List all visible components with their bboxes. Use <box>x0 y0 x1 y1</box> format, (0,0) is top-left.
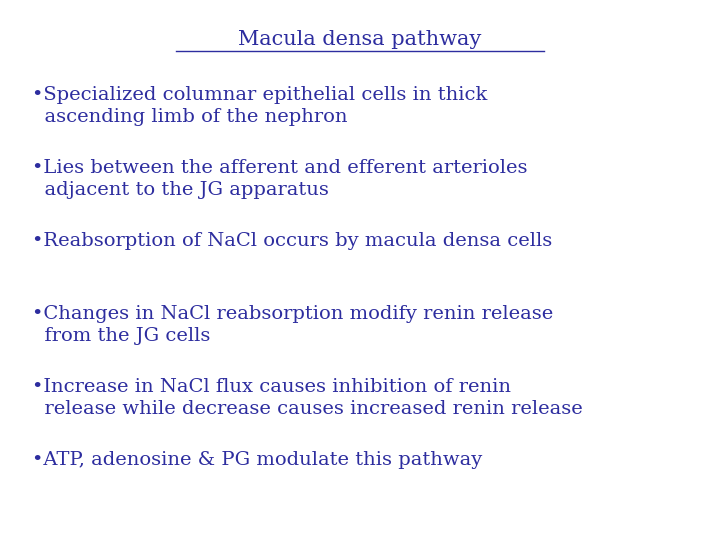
Text: •Specialized columnar epithelial cells in thick
  ascending limb of the nephron: •Specialized columnar epithelial cells i… <box>32 86 487 126</box>
Text: Macula densa pathway: Macula densa pathway <box>238 30 482 49</box>
Text: •ATP, adenosine & PG modulate this pathway: •ATP, adenosine & PG modulate this pathw… <box>32 451 482 469</box>
Text: •Reabsorption of NaCl occurs by macula densa cells: •Reabsorption of NaCl occurs by macula d… <box>32 232 553 250</box>
Text: •Lies between the afferent and efferent arterioles
  adjacent to the JG apparatu: •Lies between the afferent and efferent … <box>32 159 528 199</box>
Text: •Changes in NaCl reabsorption modify renin release
  from the JG cells: •Changes in NaCl reabsorption modify ren… <box>32 305 554 345</box>
Text: •Increase in NaCl flux causes inhibition of renin
  release while decrease cause: •Increase in NaCl flux causes inhibition… <box>32 378 583 417</box>
